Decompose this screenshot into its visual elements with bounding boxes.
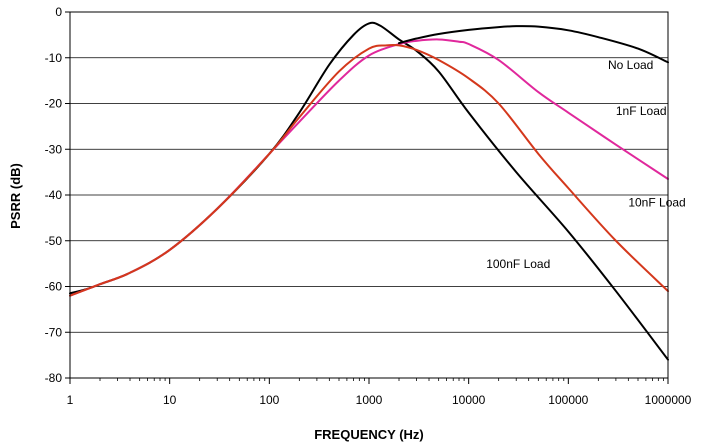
- y-axis-title: PSRR (dB): [8, 163, 23, 229]
- series-labels: No Load 1nF Load 10nF Load 100nF Load: [486, 58, 686, 271]
- x-tick-label: 1: [67, 393, 74, 407]
- x-tick-label: 1000: [356, 393, 383, 407]
- y-tick-label: -30: [45, 142, 63, 156]
- x-tick-label: 1000000: [645, 393, 692, 407]
- y-tick-label: -10: [45, 51, 63, 65]
- series-label: No Load: [608, 58, 653, 72]
- y-tick-label: -60: [45, 280, 63, 294]
- series-line-10nf-load: [69, 43, 669, 297]
- x-tick-label: 10: [163, 393, 177, 407]
- x-axis-ticks: 1 10 100 1000 10000 100000 1000000: [67, 378, 692, 407]
- y-tick-label: -40: [45, 188, 63, 202]
- x-axis-title: FREQUENCY (Hz): [314, 427, 424, 442]
- series-lines: [69, 21, 669, 361]
- y-tick-label: 0: [55, 5, 62, 19]
- series-line-unlabeled-3: [398, 25, 669, 64]
- y-axis-ticks: 0 -10 -20 -30 -40 -50 -60 -70 -80: [45, 5, 70, 385]
- y-tick-label: -20: [45, 97, 63, 111]
- x-tick-label: 10000: [452, 393, 486, 407]
- x-tick-label: 100: [259, 393, 279, 407]
- y-tick-label: -80: [45, 371, 63, 385]
- x-tick-label: 100000: [548, 393, 588, 407]
- series-label: 100nF Load: [486, 257, 550, 271]
- series-label: 1nF Load: [616, 104, 667, 118]
- y-tick-label: -70: [45, 325, 63, 339]
- y-tick-label: -50: [45, 234, 63, 248]
- gridlines: [70, 11, 668, 379]
- series-label: 10nF Load: [628, 195, 685, 209]
- series-line-no-load: [69, 21, 669, 361]
